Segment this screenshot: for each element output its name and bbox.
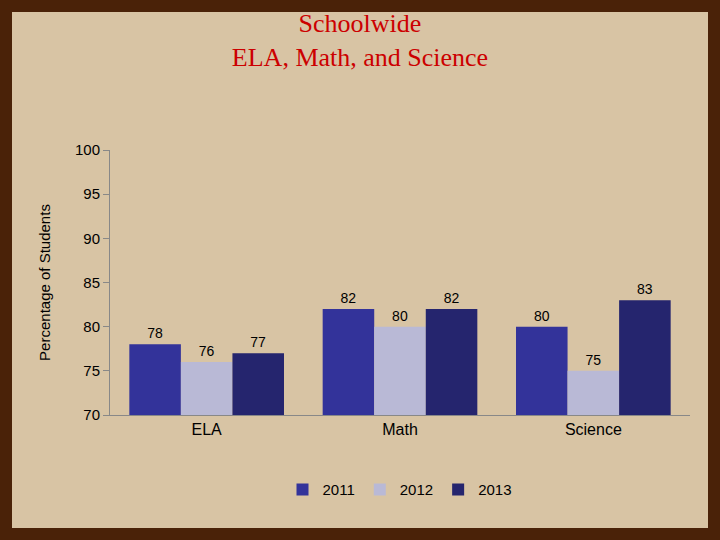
svg-text:2011: 2011 (323, 481, 355, 498)
svg-text:Math: Math (382, 421, 418, 438)
svg-text:2013: 2013 (478, 481, 511, 498)
svg-text:80: 80 (534, 308, 550, 324)
svg-text:75: 75 (585, 352, 601, 368)
svg-text:ELA: ELA (192, 421, 223, 438)
svg-text:95: 95 (83, 185, 100, 202)
svg-text:78: 78 (147, 325, 163, 341)
svg-text:2012: 2012 (400, 481, 433, 498)
svg-text:75: 75 (83, 362, 100, 379)
svg-text:Percentage of Students: Percentage of Students (36, 204, 53, 361)
svg-text:80: 80 (392, 308, 408, 324)
svg-text:80: 80 (83, 318, 100, 335)
svg-text:100: 100 (75, 141, 100, 158)
svg-text:70: 70 (83, 406, 100, 423)
svg-text:77: 77 (250, 334, 266, 350)
svg-text:76: 76 (199, 343, 215, 359)
svg-text:85: 85 (83, 274, 100, 291)
svg-text:82: 82 (444, 290, 460, 306)
svg-text:Science: Science (565, 421, 622, 438)
svg-text:90: 90 (83, 230, 100, 247)
svg-text:82: 82 (341, 290, 357, 306)
svg-text:SchoolwideELA, Math, and Scien: SchoolwideELA, Math, and Science (232, 9, 488, 72)
svg-text:83: 83 (637, 281, 653, 297)
